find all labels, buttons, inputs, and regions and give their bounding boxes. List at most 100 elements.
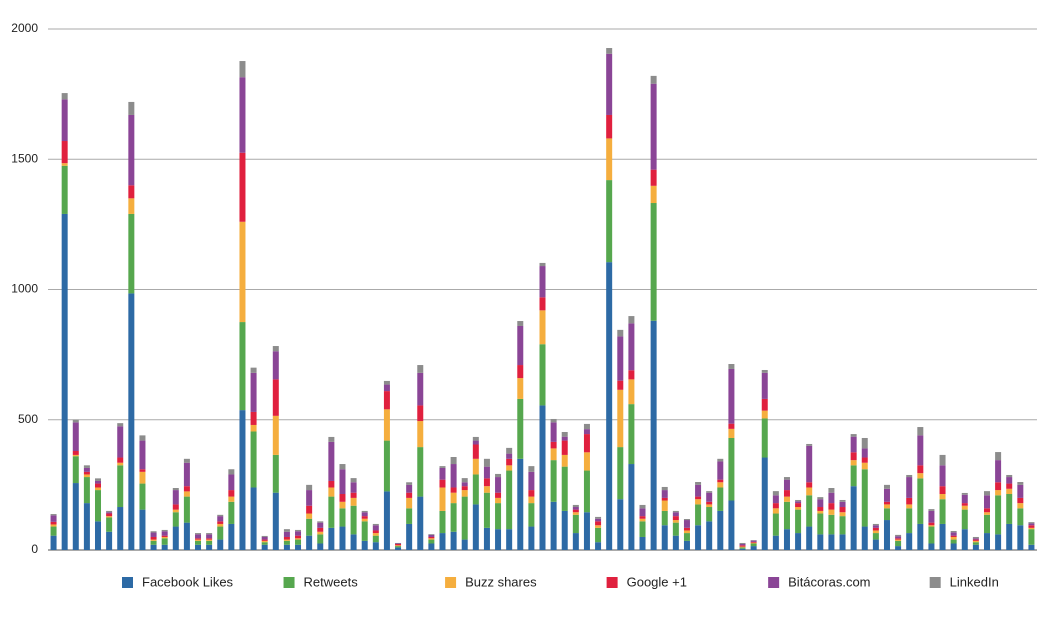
bar-segment	[61, 141, 68, 164]
bar-segment	[183, 462, 190, 487]
bar-segment	[895, 538, 902, 540]
bar-segment	[683, 527, 690, 531]
bar-segment	[195, 538, 202, 540]
bar-segment	[161, 536, 168, 539]
bar-segment	[172, 526, 179, 550]
bar-segment	[706, 501, 713, 505]
bar-segment	[339, 508, 346, 527]
bar-segment	[939, 499, 946, 524]
bar-segment	[872, 525, 879, 528]
bar-segment	[272, 351, 279, 380]
legend-swatch	[283, 577, 295, 588]
bar-segment	[472, 504, 479, 550]
bar-segment	[350, 497, 357, 506]
bar-segment	[850, 465, 857, 487]
bar-segment	[595, 518, 602, 522]
bar-segment	[439, 487, 446, 511]
bar-segment	[917, 523, 924, 550]
bar-segment	[228, 496, 235, 502]
y-tick-label: 1500	[11, 151, 38, 165]
bar-segment	[606, 48, 613, 54]
bar-segment	[239, 221, 246, 323]
bar-segment	[1028, 544, 1035, 550]
bar-segment	[295, 531, 302, 536]
bar-segment	[917, 473, 924, 479]
bar-segment	[706, 491, 713, 493]
bar-segment	[583, 470, 590, 513]
bar-segment	[395, 547, 402, 550]
bar-segment	[883, 488, 890, 502]
bar-segment	[461, 478, 468, 483]
bar-segment	[217, 523, 224, 527]
bar-segment	[183, 491, 190, 497]
bar-segment	[361, 518, 368, 522]
bar-segment	[650, 203, 657, 321]
bar-segment	[728, 428, 735, 438]
bar-segment	[628, 404, 635, 465]
bar-segment	[95, 490, 102, 522]
bar-segment	[928, 522, 935, 526]
bar-segment	[450, 503, 457, 532]
bar-segment	[950, 536, 957, 540]
bar-segment	[83, 465, 90, 468]
bar-segment	[150, 536, 157, 540]
bar-segment	[72, 454, 79, 457]
bar-segment	[572, 514, 579, 534]
bar-segment	[1028, 523, 1035, 526]
bar-segment	[928, 543, 935, 550]
bar-segment	[172, 512, 179, 527]
bar-segment	[317, 543, 324, 550]
bar-segment	[183, 496, 190, 523]
bar-segment	[995, 495, 1002, 535]
bar-segment	[972, 538, 979, 540]
bar-segment	[739, 542, 746, 545]
bar-segment	[572, 504, 579, 508]
bar-segment	[217, 521, 224, 524]
bar-segment	[128, 293, 135, 550]
bar-segment	[517, 458, 524, 550]
bar-segment	[250, 424, 257, 432]
bar-segment	[972, 542, 979, 545]
bar-segment	[528, 503, 535, 527]
bar-segment	[961, 529, 968, 550]
bar-segment	[783, 501, 790, 530]
y-tick-label: 500	[18, 412, 38, 426]
bar-segment	[739, 544, 746, 546]
bar-segment	[595, 516, 602, 519]
bar-segment	[928, 526, 935, 544]
bar-segment	[306, 505, 313, 514]
bar-segment	[972, 544, 979, 550]
bar-segment	[995, 534, 1002, 550]
bar-segment	[495, 477, 502, 493]
bar-segment	[517, 321, 524, 326]
bar-segment	[450, 457, 457, 465]
bar-segment	[595, 525, 602, 528]
bar-segment	[295, 538, 302, 540]
bar-segment	[328, 487, 335, 497]
bar-segment	[339, 464, 346, 470]
bar-segment	[817, 534, 824, 550]
bar-segment	[428, 534, 435, 537]
bar-segment	[1017, 482, 1024, 485]
bar-segment	[283, 540, 290, 545]
bar-segment	[83, 477, 90, 504]
bar-segment	[717, 487, 724, 511]
bar-segment	[828, 492, 835, 504]
bar-segment	[617, 447, 624, 500]
bar-segment	[661, 497, 668, 501]
bar-segment	[828, 534, 835, 550]
bar-segment	[217, 514, 224, 517]
bar-segment	[539, 405, 546, 550]
bar-segment	[283, 531, 290, 537]
bar-segment	[528, 526, 535, 550]
bar-segment	[1006, 483, 1013, 489]
bar-segment	[561, 510, 568, 550]
bar-segment	[495, 497, 502, 504]
bar-segment	[461, 539, 468, 550]
bar-segment	[472, 444, 479, 459]
bar-segment	[50, 526, 57, 536]
bar-segment	[372, 533, 379, 536]
bar-segment	[617, 329, 624, 337]
bar-segment	[217, 526, 224, 540]
bar-segment	[50, 521, 57, 525]
